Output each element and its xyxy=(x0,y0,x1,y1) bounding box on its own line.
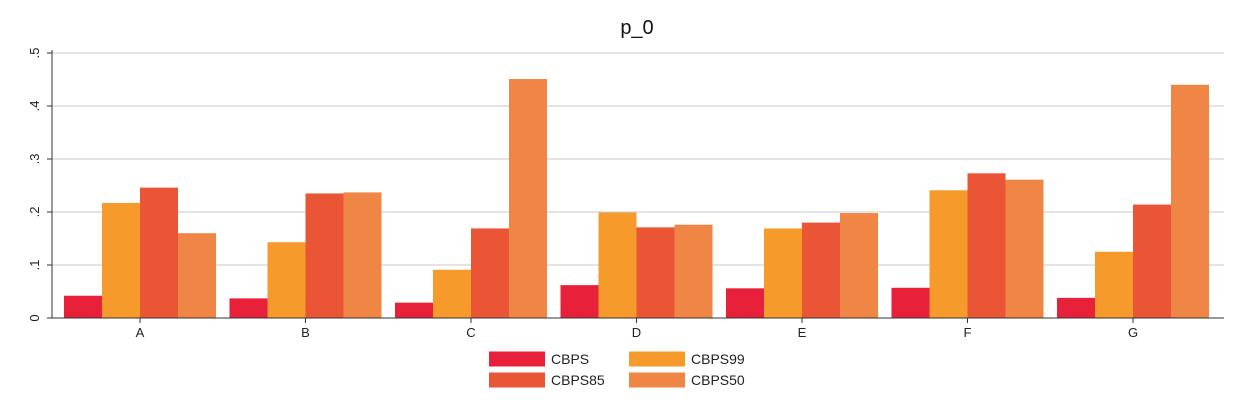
legend-swatch-cbps99 xyxy=(629,351,685,367)
bar-cbps85-c xyxy=(471,228,509,318)
bar-cbps-f xyxy=(891,287,930,318)
bar-cbps85-f xyxy=(967,173,1006,318)
bar-cbps99-g xyxy=(1095,251,1133,318)
bar-cbps50-a xyxy=(178,233,216,318)
bar-cbps85-g xyxy=(1133,204,1171,318)
bar-cbps50-c xyxy=(509,78,547,318)
bar-cbps50-g xyxy=(1171,84,1209,318)
legend-label-cbps: CBPS xyxy=(551,351,589,367)
y-tick-label: .4 xyxy=(27,101,42,112)
legend: CBPS CBPS99 CBPS85 CBPS50 xyxy=(489,351,745,388)
axis-layer: 0 .1 .2 .3 .4 .5 A B C D E F G xyxy=(27,48,1224,340)
legend-label-cbps85: CBPS85 xyxy=(551,372,605,388)
legend-swatch-cbps50 xyxy=(629,372,685,388)
bar-cbps99-b xyxy=(267,242,306,318)
bar-cbps-b xyxy=(229,298,268,318)
bar-cbps99-f xyxy=(929,190,968,318)
legend-label-cbps99: CBPS99 xyxy=(691,351,745,367)
y-tick-label: .5 xyxy=(27,48,42,59)
bar-cbps99-c xyxy=(433,269,471,318)
chart-title: p_0 xyxy=(620,17,653,39)
bar-cbps50-b xyxy=(343,192,382,318)
bar-cbps-a xyxy=(64,295,102,318)
x-tick-label: E xyxy=(798,325,807,340)
bar-cbps-c xyxy=(395,302,433,318)
x-tick-label: A xyxy=(136,325,145,340)
bar-cbps99-a xyxy=(102,202,140,318)
legend-label-cbps50: CBPS50 xyxy=(691,372,745,388)
bar-cbps99-d xyxy=(598,212,637,318)
legend-swatch-cbps85 xyxy=(489,372,545,388)
y-tick-label: 0 xyxy=(27,314,42,321)
x-tick-label: D xyxy=(632,325,641,340)
bar-cbps99-e xyxy=(764,228,802,318)
bar-cbps-g xyxy=(1057,297,1095,318)
bar-cbps-d xyxy=(560,285,599,318)
x-tick-label: C xyxy=(466,325,475,340)
bar-cbps85-a xyxy=(140,187,178,318)
x-tick-label: B xyxy=(301,325,310,340)
bar-cbps50-f xyxy=(1005,179,1044,318)
x-tick-label: F xyxy=(964,325,972,340)
y-tick-label: .2 xyxy=(27,207,42,218)
bar-cbps85-d xyxy=(636,227,675,318)
bars-layer xyxy=(64,78,1209,318)
bar-cbps50-e xyxy=(840,213,878,318)
bar-cbps-e xyxy=(726,288,764,318)
bar-cbps50-d xyxy=(674,224,713,318)
x-tick-label: G xyxy=(1128,325,1138,340)
y-tick-label: .1 xyxy=(27,260,42,271)
y-tick-label: .3 xyxy=(27,154,42,165)
bar-cbps85-e xyxy=(802,222,840,318)
bar-cbps85-b xyxy=(305,193,344,318)
legend-swatch-cbps xyxy=(489,351,545,367)
